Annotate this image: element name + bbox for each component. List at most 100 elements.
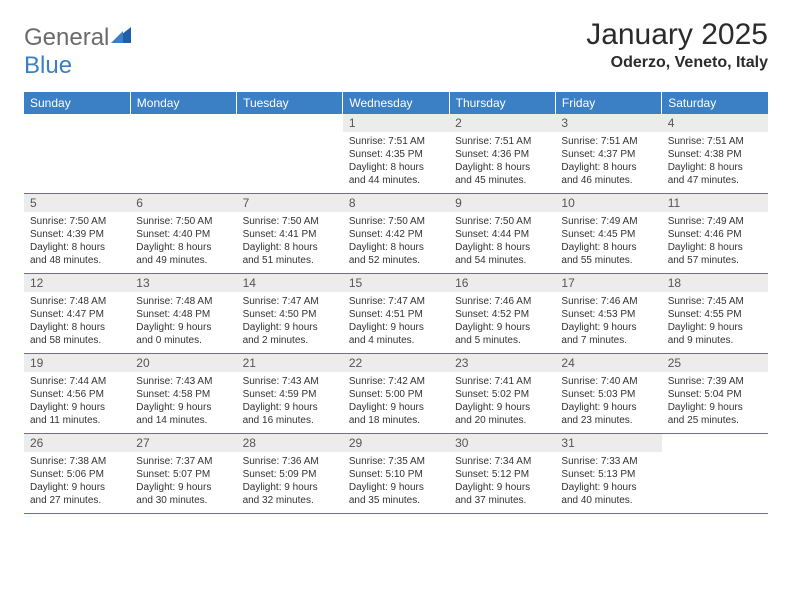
day-details: Sunrise: 7:40 AMSunset: 5:03 PMDaylight:… [555, 372, 661, 433]
day-detail-line: Sunset: 4:45 PM [561, 228, 655, 241]
day-detail-line: Sunrise: 7:39 AM [668, 375, 762, 388]
day-detail-line: Sunset: 5:10 PM [349, 468, 443, 481]
day-detail-line: Sunset: 4:37 PM [561, 148, 655, 161]
day-detail-line: Sunset: 4:52 PM [455, 308, 549, 321]
day-details: Sunrise: 7:44 AMSunset: 4:56 PMDaylight:… [24, 372, 130, 433]
day-detail-line: Sunrise: 7:47 AM [243, 295, 337, 308]
day-details: Sunrise: 7:43 AMSunset: 4:58 PMDaylight:… [130, 372, 236, 433]
day-detail-line: Daylight: 8 hours [455, 161, 549, 174]
calendar-day-cell: 26Sunrise: 7:38 AMSunset: 5:06 PMDayligh… [24, 434, 130, 514]
day-details: Sunrise: 7:51 AMSunset: 4:38 PMDaylight:… [662, 132, 768, 193]
calendar-day-cell: 31Sunrise: 7:33 AMSunset: 5:13 PMDayligh… [555, 434, 661, 514]
day-number: 20 [130, 354, 236, 372]
day-details: Sunrise: 7:46 AMSunset: 4:53 PMDaylight:… [555, 292, 661, 353]
day-detail-line: Sunrise: 7:38 AM [30, 455, 124, 468]
day-detail-line: and 35 minutes. [349, 494, 443, 507]
day-detail-line: Sunrise: 7:41 AM [455, 375, 549, 388]
day-detail-line: Sunrise: 7:42 AM [349, 375, 443, 388]
day-detail-line: Daylight: 9 hours [30, 401, 124, 414]
day-detail-line: Sunset: 4:40 PM [136, 228, 230, 241]
day-number: 16 [449, 274, 555, 292]
day-number: 13 [130, 274, 236, 292]
day-details: Sunrise: 7:47 AMSunset: 4:51 PMDaylight:… [343, 292, 449, 353]
weekday-header-row: Sunday Monday Tuesday Wednesday Thursday… [24, 92, 768, 114]
calendar-day-cell: 21Sunrise: 7:43 AMSunset: 4:59 PMDayligh… [237, 354, 343, 434]
day-detail-line: and 57 minutes. [668, 254, 762, 267]
day-detail-line: and 4 minutes. [349, 334, 443, 347]
calendar-day-cell: 29Sunrise: 7:35 AMSunset: 5:10 PMDayligh… [343, 434, 449, 514]
logo-text: GeneralBlue [24, 24, 133, 80]
day-details: Sunrise: 7:36 AMSunset: 5:09 PMDaylight:… [237, 452, 343, 513]
day-detail-line: Sunrise: 7:34 AM [455, 455, 549, 468]
logo: GeneralBlue [24, 18, 133, 80]
day-detail-line: Sunrise: 7:51 AM [668, 135, 762, 148]
day-detail-line: Sunrise: 7:36 AM [243, 455, 337, 468]
day-detail-line: Sunrise: 7:46 AM [455, 295, 549, 308]
day-detail-line: Sunrise: 7:49 AM [668, 215, 762, 228]
calendar-day-cell: 16Sunrise: 7:46 AMSunset: 4:52 PMDayligh… [449, 274, 555, 354]
day-detail-line: Daylight: 8 hours [349, 241, 443, 254]
calendar-day-cell: 25Sunrise: 7:39 AMSunset: 5:04 PMDayligh… [662, 354, 768, 434]
weekday-header: Friday [555, 92, 661, 114]
weekday-header: Thursday [449, 92, 555, 114]
calendar-day-cell [662, 434, 768, 514]
title-block: January 2025 Oderzo, Veneto, Italy [586, 18, 768, 72]
day-detail-line: Sunset: 5:04 PM [668, 388, 762, 401]
day-detail-line: and 11 minutes. [30, 414, 124, 427]
calendar-day-cell: 2Sunrise: 7:51 AMSunset: 4:36 PMDaylight… [449, 114, 555, 194]
calendar-day-cell: 17Sunrise: 7:46 AMSunset: 4:53 PMDayligh… [555, 274, 661, 354]
day-detail-line: and 51 minutes. [243, 254, 337, 267]
day-detail-line: Sunrise: 7:50 AM [349, 215, 443, 228]
day-details: Sunrise: 7:39 AMSunset: 5:04 PMDaylight:… [662, 372, 768, 433]
calendar-day-cell: 18Sunrise: 7:45 AMSunset: 4:55 PMDayligh… [662, 274, 768, 354]
day-detail-line: and 37 minutes. [455, 494, 549, 507]
day-detail-line: Daylight: 9 hours [668, 401, 762, 414]
day-detail-line: Sunset: 4:42 PM [349, 228, 443, 241]
calendar-week-row: 26Sunrise: 7:38 AMSunset: 5:06 PMDayligh… [24, 434, 768, 514]
day-detail-line: Sunrise: 7:40 AM [561, 375, 655, 388]
day-number: 11 [662, 194, 768, 212]
day-number: 10 [555, 194, 661, 212]
day-details: Sunrise: 7:50 AMSunset: 4:41 PMDaylight:… [237, 212, 343, 273]
day-detail-line: Sunrise: 7:43 AM [243, 375, 337, 388]
day-detail-line: Sunset: 4:56 PM [30, 388, 124, 401]
day-details: Sunrise: 7:42 AMSunset: 5:00 PMDaylight:… [343, 372, 449, 433]
day-detail-line: Sunset: 5:02 PM [455, 388, 549, 401]
day-number: 30 [449, 434, 555, 452]
day-detail-line: Daylight: 9 hours [455, 401, 549, 414]
day-detail-line: Daylight: 8 hours [243, 241, 337, 254]
calendar-day-cell [24, 114, 130, 194]
weekday-header: Sunday [24, 92, 130, 114]
calendar-day-cell: 12Sunrise: 7:48 AMSunset: 4:47 PMDayligh… [24, 274, 130, 354]
day-detail-line: and 52 minutes. [349, 254, 443, 267]
calendar-day-cell: 6Sunrise: 7:50 AMSunset: 4:40 PMDaylight… [130, 194, 236, 274]
day-detail-line: Sunset: 4:51 PM [349, 308, 443, 321]
day-detail-line: Sunrise: 7:37 AM [136, 455, 230, 468]
calendar-day-cell [237, 114, 343, 194]
day-detail-line: and 2 minutes. [243, 334, 337, 347]
logo-sail-icon [109, 24, 133, 44]
day-detail-line: and 7 minutes. [561, 334, 655, 347]
day-detail-line: and 32 minutes. [243, 494, 337, 507]
day-number: 26 [24, 434, 130, 452]
day-details: Sunrise: 7:50 AMSunset: 4:44 PMDaylight:… [449, 212, 555, 273]
calendar-day-cell: 15Sunrise: 7:47 AMSunset: 4:51 PMDayligh… [343, 274, 449, 354]
day-detail-line: Sunset: 5:03 PM [561, 388, 655, 401]
day-detail-line: Daylight: 8 hours [561, 161, 655, 174]
day-detail-line: Daylight: 9 hours [30, 481, 124, 494]
day-detail-line: and 44 minutes. [349, 174, 443, 187]
day-detail-line: Sunset: 4:39 PM [30, 228, 124, 241]
weekday-header: Saturday [662, 92, 768, 114]
day-detail-line: and 16 minutes. [243, 414, 337, 427]
day-detail-line: Sunset: 4:53 PM [561, 308, 655, 321]
calendar-day-cell: 28Sunrise: 7:36 AMSunset: 5:09 PMDayligh… [237, 434, 343, 514]
calendar-day-cell: 11Sunrise: 7:49 AMSunset: 4:46 PMDayligh… [662, 194, 768, 274]
day-detail-line: Daylight: 9 hours [136, 481, 230, 494]
day-number: 5 [24, 194, 130, 212]
day-number: 22 [343, 354, 449, 372]
day-number: 8 [343, 194, 449, 212]
day-number: 12 [24, 274, 130, 292]
day-detail-line: Sunset: 5:12 PM [455, 468, 549, 481]
day-detail-line: and 49 minutes. [136, 254, 230, 267]
day-detail-line: Sunrise: 7:48 AM [30, 295, 124, 308]
